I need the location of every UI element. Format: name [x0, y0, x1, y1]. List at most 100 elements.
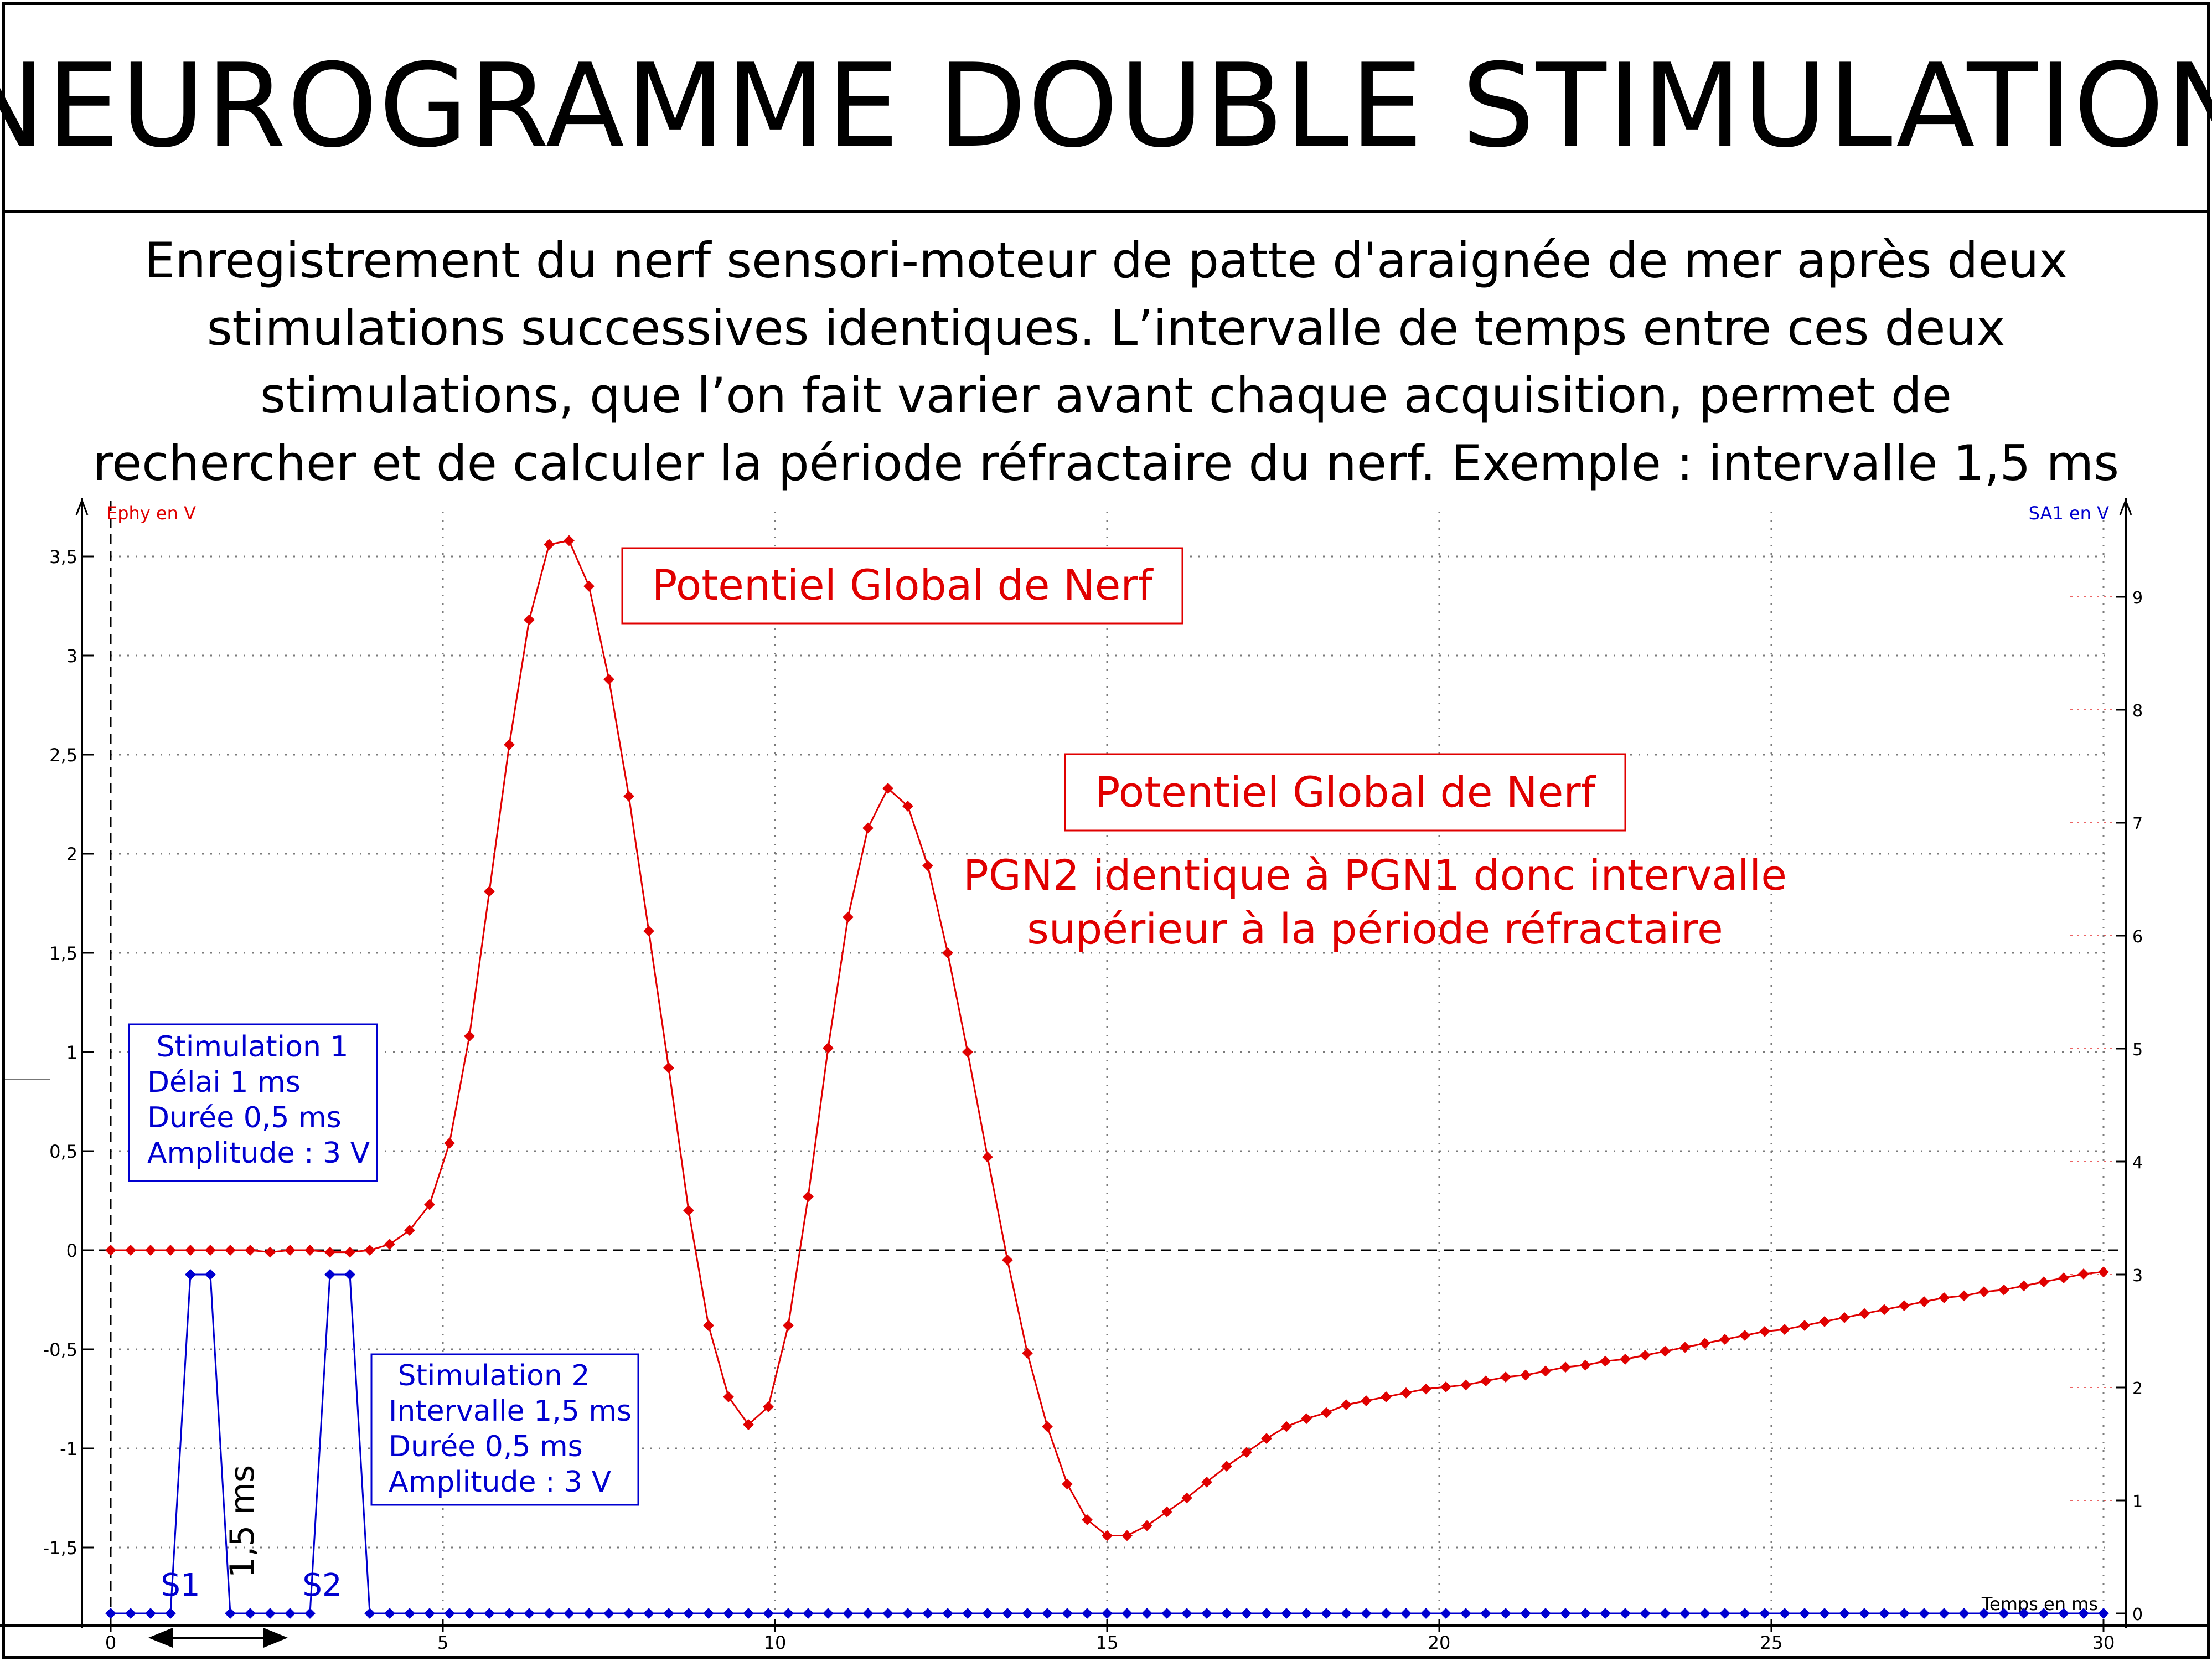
data-point: [1141, 1608, 1152, 1619]
data-point: [783, 1320, 794, 1331]
data-point: [2078, 1268, 2089, 1280]
data-point: [2038, 1276, 2049, 1288]
data-point: [743, 1419, 754, 1430]
description: Enregistrement du nerf sensori-moteur de…: [22, 227, 2190, 497]
y-axis-right-arrow: [2119, 498, 2132, 515]
y-left-tick-label: 1: [66, 1042, 77, 1063]
data-point: [344, 1269, 355, 1280]
data-point: [185, 1269, 196, 1280]
data-point: [145, 1608, 156, 1619]
data-point: [524, 1608, 535, 1619]
data-point: [1261, 1433, 1272, 1444]
data-point: [404, 1225, 415, 1236]
data-point: [544, 539, 555, 550]
stim2-line: Intervalle 1,5 ms: [389, 1395, 632, 1428]
y-left-tick-label: -1: [60, 1438, 77, 1459]
data-point: [1002, 1608, 1013, 1619]
x-tick-label: 15: [1096, 1632, 1119, 1653]
x-tick-label: 0: [105, 1632, 116, 1653]
data-point: [1321, 1608, 1332, 1619]
data-point: [1062, 1608, 1073, 1619]
data-point: [1779, 1324, 1790, 1335]
data-point: [583, 580, 595, 592]
data-point: [1121, 1608, 1133, 1619]
y-left-tick-label: 3: [66, 646, 77, 667]
data-point: [1660, 1608, 1671, 1619]
data-point: [1480, 1375, 1491, 1387]
data-point: [1221, 1608, 1232, 1619]
data-point: [1002, 1255, 1013, 1266]
data-point: [823, 1608, 834, 1619]
data-point: [962, 1608, 973, 1619]
data-point: [205, 1245, 216, 1256]
data-point: [324, 1246, 335, 1258]
data-point: [1859, 1608, 1870, 1619]
data-point: [424, 1199, 435, 1210]
x-tick-label: 20: [1428, 1632, 1451, 1653]
data-point: [1919, 1608, 1930, 1619]
y-right-tick-label: 5: [2132, 1040, 2143, 1060]
x-tick-label: 5: [437, 1632, 448, 1653]
data-point: [683, 1608, 694, 1619]
data-point: [1939, 1608, 1950, 1619]
data-point: [1500, 1608, 1511, 1619]
data-point: [1500, 1371, 1511, 1383]
data-point: [1281, 1608, 1292, 1619]
y-left-tick-label: -1,5: [43, 1538, 77, 1559]
y-right-tick-label: 3: [2132, 1266, 2143, 1286]
data-point: [1640, 1349, 1651, 1361]
data-point: [1879, 1304, 1890, 1316]
data-point: [1241, 1608, 1252, 1619]
data-point: [1978, 1286, 1989, 1298]
y-axis-left-arrow: [75, 498, 89, 515]
interval-label: 1,5 ms: [223, 1465, 262, 1578]
data-point: [1540, 1608, 1551, 1619]
data-point: [1699, 1608, 1710, 1619]
data-point: [1460, 1379, 1471, 1391]
y-left-tick-label: 2: [66, 844, 77, 865]
data-point: [1480, 1608, 1491, 1619]
data-point: [324, 1269, 335, 1280]
data-point: [1580, 1608, 1591, 1619]
data-point: [1201, 1608, 1212, 1619]
data-point: [843, 911, 854, 923]
data-point: [464, 1608, 475, 1619]
stim2-box: [370, 1353, 639, 1506]
data-point: [1719, 1334, 1730, 1345]
data-point: [344, 1246, 355, 1258]
data-point: [2098, 1608, 2109, 1619]
data-point: [882, 782, 893, 794]
data-point: [245, 1245, 256, 1256]
series: [105, 535, 2109, 1619]
data-point: [1779, 1608, 1790, 1619]
stim1-line: Amplitude : 3 V: [147, 1137, 370, 1170]
data-point: [803, 1608, 814, 1619]
data-point: [1141, 1520, 1152, 1531]
data-point: [1799, 1608, 1810, 1619]
y-right-tick-label: 4: [2132, 1153, 2143, 1173]
data-point: [583, 1608, 595, 1619]
data-point: [1958, 1290, 1970, 1302]
pgn2-label: Potentiel Global de Nerf: [1095, 767, 1597, 817]
pgn2-note-line: PGN2 identique à PGN1 donc intervalle: [963, 850, 1787, 900]
data-point: [1420, 1608, 1431, 1619]
stim1-line: Stimulation 1: [147, 1030, 349, 1064]
data-point: [1042, 1608, 1053, 1619]
data-point: [1381, 1391, 1392, 1402]
y-right-tick-label: 2: [2132, 1379, 2143, 1399]
x-tick-label: 25: [1760, 1632, 1783, 1653]
data-point: [1460, 1608, 1471, 1619]
pgn2-box: [1064, 753, 1626, 832]
data-point: [1341, 1608, 1352, 1619]
data-point: [2018, 1608, 2029, 1619]
series-ephy: [105, 535, 2109, 1541]
data-point: [603, 674, 614, 685]
data-point: [1839, 1312, 1850, 1323]
data-point: [165, 1245, 176, 1256]
data-point: [1699, 1338, 1710, 1349]
data-point: [464, 1030, 475, 1042]
data-point: [1361, 1608, 1372, 1619]
data-point: [1839, 1608, 1850, 1619]
stim1-box: [128, 1023, 378, 1182]
